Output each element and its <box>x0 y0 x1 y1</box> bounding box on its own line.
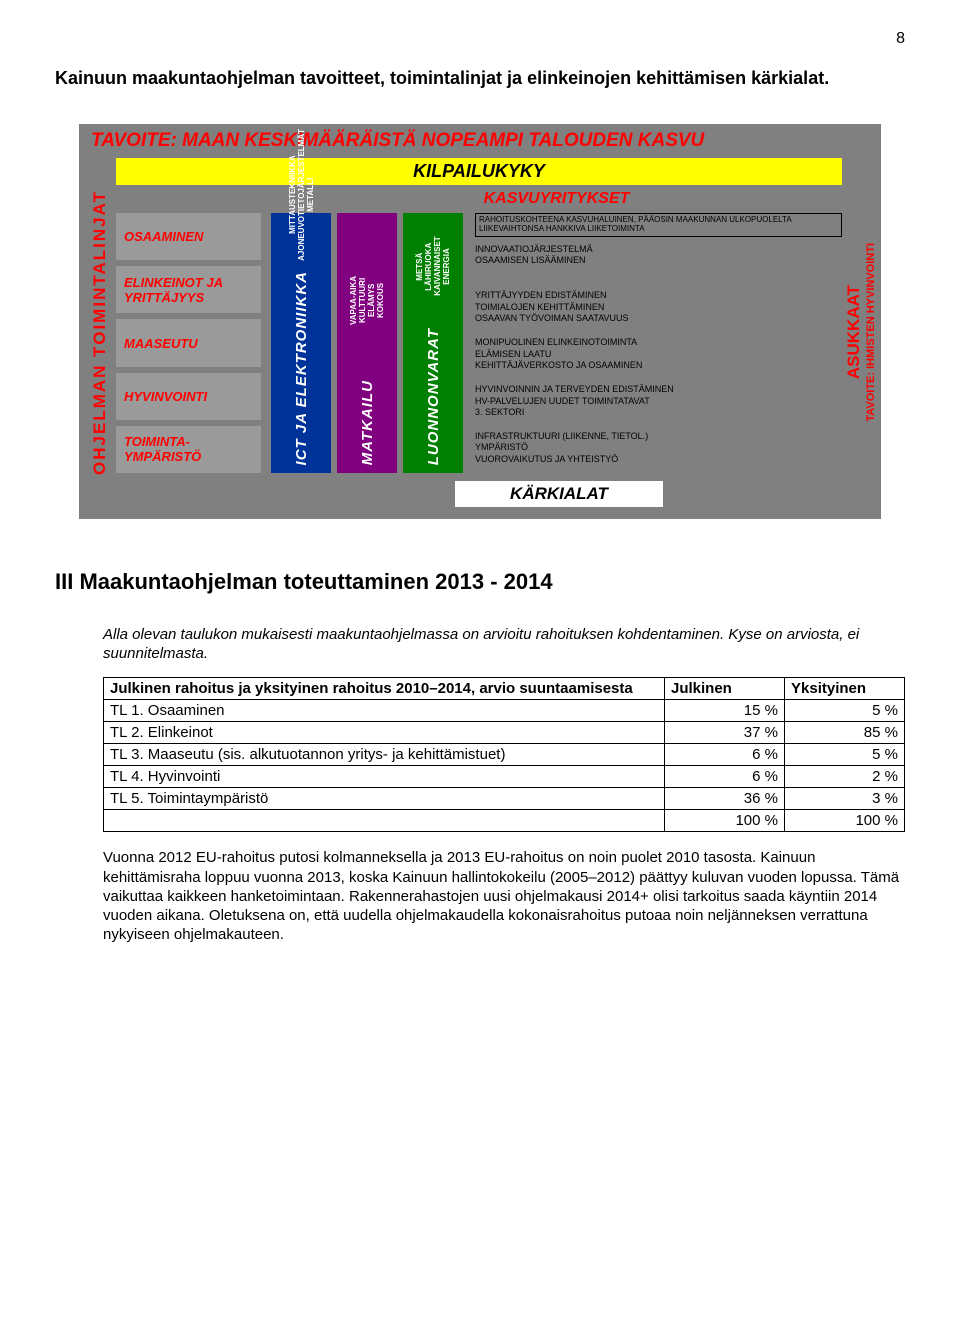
kasvuyritykset-label: KASVUYRITYKSET <box>116 185 842 213</box>
table-cell: 36 % <box>665 788 785 810</box>
table-row: 100 % 100 % <box>104 810 905 832</box>
detail-line: VUOROVAIKUTUS JA YHTEISTYÖ <box>475 454 842 464</box>
table-row: TL 3. Maaseutu (sis. alkutuotannon yrity… <box>104 744 905 766</box>
funding-table: Julkinen rahoitus ja yksityinen rahoitus… <box>103 677 905 832</box>
pillar-luonnonvarat: METSÄ LÄHIRUOKA KAIVANNAISET ENERGIA LUO… <box>403 213 463 473</box>
table-header: Yksityinen <box>785 678 905 700</box>
pillar-sub: LÄHIRUOKA <box>424 213 433 320</box>
table-cell: TL 5. Toimintaympäristö <box>104 788 665 810</box>
detail-column: RAHOITUSKOHTEENA KASVUHALUINEN, PÄÄOSIN … <box>469 213 842 473</box>
intro-text: Alla olevan taulukon mukaisesti maakunta… <box>103 625 905 663</box>
pillar-sub: ELÄMYS <box>367 229 376 372</box>
detail-line: INFRASTRUKTUURI (LIIKENNE, TIETOL.) <box>475 431 842 441</box>
table-cell: 5 % <box>785 744 905 766</box>
detail-line: OSAAVAN TYÖVOIMAN SAATAVUUS <box>475 313 842 323</box>
pillar-label: MATKAILU <box>358 372 377 473</box>
table-cell: 2 % <box>785 766 905 788</box>
page-number: 8 <box>55 30 905 48</box>
pillar-sub: AJONEUVOTIETOJÄRJESTELMÄT <box>297 127 306 263</box>
table-cell: 5 % <box>785 700 905 722</box>
table-cell: 6 % <box>665 744 785 766</box>
pillar-label: ICT JA ELEKTRONIIKKA <box>292 263 311 473</box>
pillar-sub: KULTTUURI <box>358 229 367 372</box>
kilpailukyky-banner: KILPAILUKYKY <box>116 158 842 185</box>
table-cell: 37 % <box>665 722 785 744</box>
table-cell: 6 % <box>665 766 785 788</box>
pillar-sub: KAIVANNAISET <box>433 213 442 320</box>
detail-line: ELÄMISEN LAATU <box>475 349 842 359</box>
detail-line: 3. SEKTORI <box>475 407 842 417</box>
table-row: TL 4. Hyvinvointi 6 % 2 % <box>104 766 905 788</box>
closing-text: Vuonna 2012 EU-rahoitus putosi kolmannek… <box>103 848 905 944</box>
asukkaat-label: ASUKKAAT <box>845 285 864 379</box>
detail-line: KEHITTÄJÄVERKOSTO JA OSAAMINEN <box>475 360 842 370</box>
table-cell: 85 % <box>785 722 905 744</box>
pillar-matkailu: VAPAA-AIKA KULTTUURI ELÄMYS KOKOUS MATKA… <box>337 213 397 473</box>
goal-banner: TAVOITE: MAAN KESKIMÄÄRÄISTÄ NOPEAMPI TA… <box>79 124 881 158</box>
karkialat-label: KÄRKIALAT <box>455 481 663 507</box>
left-axis-label: OHJELMAN TOIMINTALINJAT <box>90 190 110 475</box>
table-row: TL 2. Elinkeinot 37 % 85 % <box>104 722 905 744</box>
table-cell: 15 % <box>665 700 785 722</box>
detail-line: YRITTÄJYYDEN EDISTÄMINEN <box>475 290 842 300</box>
left-axis: OHJELMAN TOIMINTALINJAT <box>84 158 116 507</box>
row-labels: OSAAMINEN ELINKEINOT JA YRITTÄJYYS MAASE… <box>116 213 261 473</box>
detail-line: HYVINVOINNIN JA TERVEYDEN EDISTÄMINEN <box>475 384 842 394</box>
row-label: TOIMINTA-YMPÄRISTÖ <box>116 426 261 473</box>
pillar-ict: MITTAUSTEKNIIKKA AJONEUVOTIETOJÄRJESTELM… <box>271 213 331 473</box>
pillar-sub: VAPAA-AIKA <box>349 229 358 372</box>
pillar-sub: MITTAUSTEKNIIKKA <box>288 127 297 263</box>
table-cell: TL 2. Elinkeinot <box>104 722 665 744</box>
table-header: Julkinen <box>665 678 785 700</box>
detail-line: MONIPUOLINEN ELINKEINOTOIMINTA <box>475 337 842 347</box>
table-cell: TL 1. Osaaminen <box>104 700 665 722</box>
table-row: TL 1. Osaaminen 15 % 5 % <box>104 700 905 722</box>
table-cell <box>104 810 665 832</box>
section-heading: III Maakuntaohjelman toteuttaminen 2013 … <box>55 569 905 595</box>
table-row: TL 5. Toimintaympäristö 36 % 3 % <box>104 788 905 810</box>
table-cell: 100 % <box>785 810 905 832</box>
table-cell: TL 3. Maaseutu (sis. alkutuotannon yrity… <box>104 744 665 766</box>
table-cell: TL 4. Hyvinvointi <box>104 766 665 788</box>
right-axis: ASUKKAAT TAVOITE: IHMISTEN HYVINVOINTI <box>846 158 876 507</box>
row-label: MAASEUTU <box>116 319 261 366</box>
right-axis-goal: TAVOITE: IHMISTEN HYVINVOINTI <box>865 243 877 422</box>
detail-line: TOIMIALOJEN KEHITTÄMINEN <box>475 302 842 312</box>
table-cell: 100 % <box>665 810 785 832</box>
pillar-sub: METSÄ <box>415 213 424 320</box>
pillar-sub: KOKOUS <box>376 229 385 372</box>
pillar-sub: METALLI <box>306 127 315 263</box>
pillar-label: LUONNONVARAT <box>424 320 443 473</box>
row-label: OSAAMINEN <box>116 213 261 260</box>
row-label: HYVINVOINTI <box>116 373 261 420</box>
table-header: Julkinen rahoitus ja yksityinen rahoitus… <box>104 678 665 700</box>
pillar-sub: ENERGIA <box>442 213 451 320</box>
diagram: TAVOITE: MAAN KESKIMÄÄRÄISTÄ NOPEAMPI TA… <box>79 124 881 519</box>
detail-line: INNOVAATIOJÄRJESTELMÄ <box>475 244 842 254</box>
detail-line: YMPÄRISTÖ <box>475 442 842 452</box>
page-title: Kainuun maakuntaohjelman tavoitteet, toi… <box>55 68 905 89</box>
row-label: ELINKEINOT JA YRITTÄJYYS <box>116 266 261 313</box>
financing-box: RAHOITUSKOHTEENA KASVUHALUINEN, PÄÄOSIN … <box>475 213 842 237</box>
table-cell: 3 % <box>785 788 905 810</box>
detail-line: OSAAMISEN LISÄÄMINEN <box>475 255 842 265</box>
detail-line: HV-PALVELUJEN UUDET TOIMINTATAVAT <box>475 396 842 406</box>
